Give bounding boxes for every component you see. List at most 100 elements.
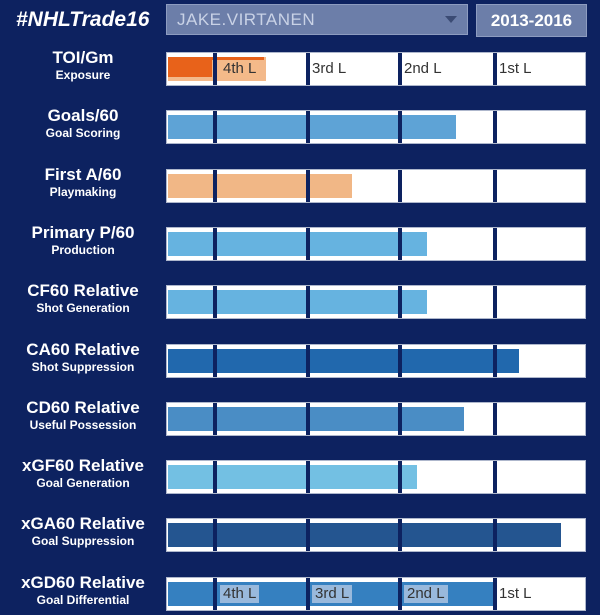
metric-row: Goals/60 Goal Scoring <box>0 106 600 164</box>
quartile-tick <box>213 461 217 493</box>
quartile-tick <box>398 286 402 318</box>
toi-marker <box>168 57 212 77</box>
metric-bar-track <box>166 169 586 203</box>
metric-label: xGD60 Relative Goal Differential <box>0 573 166 608</box>
metric-label: TOI/Gm Exposure <box>0 48 166 83</box>
quartile-tick <box>398 345 402 377</box>
metric-bar-fill <box>168 232 427 256</box>
quartile-tick <box>306 345 310 377</box>
metric-title: Primary P/60 <box>31 223 135 242</box>
metric-subtitle: Playmaking <box>49 185 117 199</box>
quartile-tick <box>306 286 310 318</box>
metric-label: CA60 Relative Shot Suppression <box>0 340 166 375</box>
metric-bar-track <box>166 518 586 552</box>
metric-subtitle: Goal Generation <box>36 476 130 490</box>
quartile-tick <box>493 461 497 493</box>
metric-subtitle: Shot Generation <box>36 301 130 315</box>
quartile-tick <box>213 111 217 143</box>
metric-row: CF60 Relative Shot Generation <box>0 281 600 339</box>
metric-bar-track <box>166 402 586 436</box>
quartile-tick <box>213 578 217 610</box>
quartile-label: 2nd L <box>404 60 442 77</box>
metric-row: TOI/Gm Exposure 4th L 3rd L 2nd L 1st L <box>0 48 600 106</box>
metric-title: xGA60 Relative <box>21 514 145 533</box>
toi-marker-line <box>212 57 264 60</box>
quartile-tick <box>398 228 402 260</box>
metric-subtitle: Exposure <box>55 68 111 82</box>
metric-row: Primary P/60 Production <box>0 223 600 281</box>
metric-title: CD60 Relative <box>26 398 140 417</box>
quartile-tick <box>493 519 497 551</box>
quartile-tick <box>306 461 310 493</box>
season-button[interactable]: 2013-2016 <box>476 4 587 37</box>
metric-title: xGF60 Relative <box>22 456 144 475</box>
quartile-tick <box>493 228 497 260</box>
metric-title: Goals/60 <box>47 106 119 125</box>
quartile-tick <box>213 170 217 202</box>
quartile-label: 2nd L <box>404 585 448 603</box>
quartile-label: 1st L <box>499 60 532 77</box>
quartile-tick <box>213 403 217 435</box>
quartile-tick <box>493 286 497 318</box>
metric-row: CA60 Relative Shot Suppression <box>0 340 600 398</box>
quartile-tick <box>398 53 402 85</box>
quartile-tick <box>213 345 217 377</box>
quartile-label: 4th L <box>220 60 260 78</box>
metric-subtitle: Shot Suppression <box>31 360 135 374</box>
metric-title: First A/60 <box>44 165 122 184</box>
metric-subtitle: Goal Suppression <box>31 534 135 548</box>
metric-bar-track <box>166 110 586 144</box>
metric-row: xGD60 Relative Goal Differential 4th L 3rd … <box>0 573 600 615</box>
chevron-down-icon[interactable] <box>445 16 457 23</box>
quartile-label: 3rd L <box>312 585 353 603</box>
metric-bar-track <box>166 285 586 319</box>
quartile-tick <box>306 170 310 202</box>
quartile-tick <box>306 53 310 85</box>
quartile-tick <box>213 228 217 260</box>
quartile-tick <box>398 403 402 435</box>
metric-subtitle: Goal Differential <box>36 593 130 607</box>
metric-bar-track <box>166 460 586 494</box>
quartile-tick <box>213 519 217 551</box>
quartile-label: 1st L <box>499 585 532 602</box>
header-bar: #NHLTrade16 JAKE.VIRTANEN 2013-2016 <box>0 0 600 40</box>
metric-label: Primary P/60 Production <box>0 223 166 258</box>
metric-bar-fill <box>168 407 464 431</box>
metric-label: CD60 Relative Useful Possession <box>0 398 166 433</box>
quartile-tick <box>213 286 217 318</box>
metric-row: First A/60 Playmaking <box>0 165 600 223</box>
metric-subtitle: Goal Scoring <box>45 126 121 140</box>
metric-label: CF60 Relative Shot Generation <box>0 281 166 316</box>
metric-bar-track: 4th L 3rd L 2nd L 1st L <box>166 577 586 611</box>
hashtag-title: #NHLTrade16 <box>16 8 150 31</box>
quartile-tick <box>306 403 310 435</box>
metric-bar-track: 4th L 3rd L 2nd L 1st L <box>166 52 586 86</box>
quartile-tick <box>398 170 402 202</box>
metric-bar-fill <box>168 349 519 373</box>
metric-title: CA60 Relative <box>26 340 140 359</box>
metric-bar-track <box>166 344 586 378</box>
quartile-label: 3rd L <box>312 60 347 77</box>
season-label: 2013-2016 <box>490 11 573 30</box>
quartile-tick <box>306 111 310 143</box>
metric-row: xGA60 Relative Goal Suppression <box>0 514 600 572</box>
quartile-tick <box>398 519 402 551</box>
quartile-tick <box>493 170 497 202</box>
player-select-dropdown[interactable]: JAKE.VIRTANEN <box>166 4 468 35</box>
quartile-tick <box>398 578 402 610</box>
quartile-tick <box>398 111 402 143</box>
metric-subtitle: Production <box>51 243 115 257</box>
metric-title: xGD60 Relative <box>21 573 145 592</box>
quartile-label: 4th L <box>220 585 260 603</box>
quartile-tick <box>213 53 217 85</box>
metric-row: xGF60 Relative Goal Generation <box>0 456 600 514</box>
metric-title: CF60 Relative <box>27 281 139 300</box>
metric-subtitle: Useful Possession <box>29 418 137 432</box>
player-select-value: JAKE.VIRTANEN <box>177 10 316 29</box>
metric-bar-fill <box>168 290 427 314</box>
quartile-tick <box>493 403 497 435</box>
quartile-tick <box>398 461 402 493</box>
metric-bar-fill <box>168 174 352 198</box>
metric-bar-fill <box>168 465 417 489</box>
quartile-tick <box>306 578 310 610</box>
